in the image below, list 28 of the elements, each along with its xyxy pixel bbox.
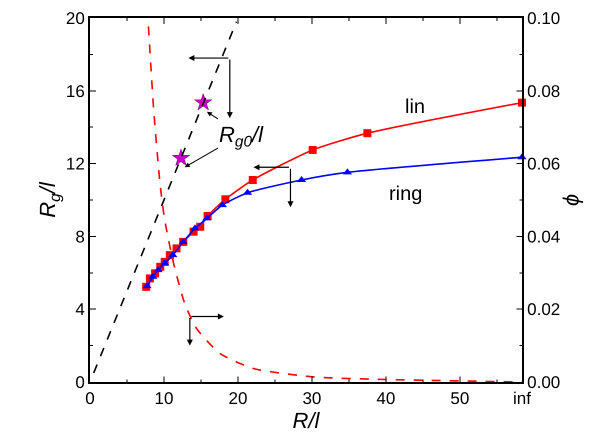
x-tick-label: 10 <box>154 389 174 408</box>
series-label: lin <box>405 96 426 118</box>
y2-tick-label: 0.10 <box>527 8 560 28</box>
y2-axis-title: ϕ <box>558 194 584 206</box>
point <box>248 176 257 184</box>
y2-tick-label: 0.00 <box>527 372 560 392</box>
annotation: R$_{g0}$/l <box>219 122 264 151</box>
x-tick-label: 30 <box>302 389 322 408</box>
y2-tick-label: 0.02 <box>527 300 560 320</box>
y-tick-label: 8 <box>75 227 85 246</box>
y2-tick-label: 0.08 <box>527 82 560 101</box>
x-tick-label: 40 <box>376 389 396 408</box>
line-series <box>148 26 522 382</box>
y2-tick-label: 0.06 <box>527 154 560 174</box>
x-axis-title: R/l <box>292 408 321 434</box>
y2-tick-label: 0.04 <box>527 227 560 246</box>
point <box>172 148 190 166</box>
point <box>308 146 317 154</box>
series-label: ring <box>389 183 422 205</box>
x-tick-label: 50 <box>450 389 470 408</box>
point <box>363 129 372 138</box>
x-tick-label: 20 <box>228 389 248 408</box>
y-tick-label: 16 <box>66 82 85 101</box>
y-tick-label: 0 <box>75 372 85 392</box>
x-tick-label: inf <box>513 389 532 408</box>
y-tick-label: 4 <box>75 300 85 320</box>
y-tick-label: 20 <box>66 8 85 28</box>
y-tick-label: 12 <box>66 154 85 174</box>
